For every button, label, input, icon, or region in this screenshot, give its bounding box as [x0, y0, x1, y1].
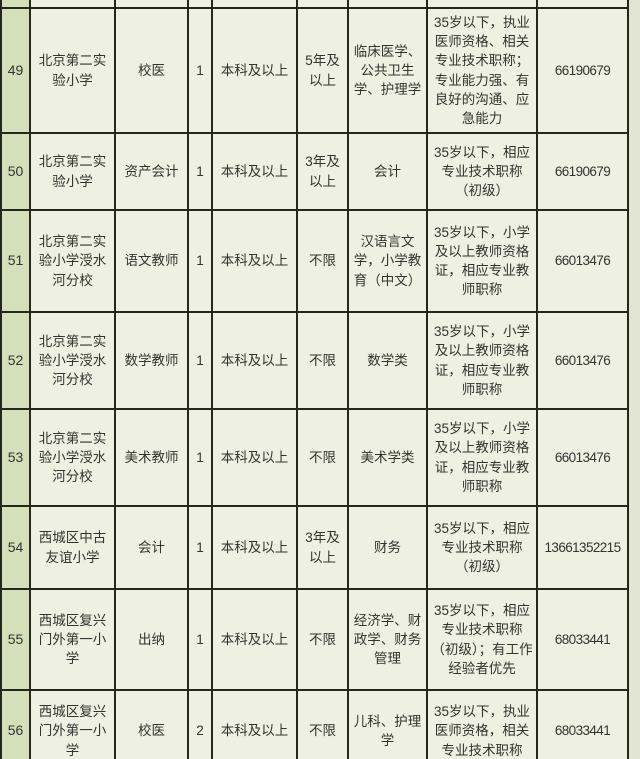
cell-major: 儿科、护理学 — [347, 689, 428, 759]
cell-phone: 66190679 — [536, 132, 629, 211]
table-row: 52 北京第二实验小学涭水河分校 数学教师 1 本科及以上 不限 数学类 35岁… — [0, 311, 629, 410]
cell-count: 1 — [187, 505, 213, 590]
cell-position: 数学教师 — [114, 311, 189, 410]
cell-count — [187, 0, 213, 9]
cell-experience — [296, 0, 349, 9]
cell-experience: 不限 — [296, 588, 349, 691]
cell-school: 西城区中古友谊小学 — [29, 505, 116, 590]
cell-num: 52 — [0, 311, 31, 410]
table-row: 56 西城区复兴门外第一小学 校医 2 本科及以上 不限 儿科、护理学 35岁以… — [0, 689, 629, 759]
cell-experience: 3年及以上 — [296, 132, 349, 211]
cell-education — [211, 0, 298, 9]
cell-school: 西城区复兴门外第一小学 — [29, 689, 116, 759]
cell-school: 北京第二实验小学 — [29, 132, 116, 211]
cell-requirements: 35岁以下，小学及以上教师资格证，相应专业教师职称 — [426, 408, 538, 507]
cell-count: 1 — [187, 7, 213, 134]
cell-count: 1 — [187, 588, 213, 691]
cell-experience: 不限 — [296, 311, 349, 410]
cell-education: 本科及以上 — [211, 311, 298, 410]
cell-requirements — [426, 0, 538, 9]
cell-phone: 68033441 — [536, 689, 629, 759]
cell-experience: 5年及以上 — [296, 7, 349, 134]
cell-requirements: 35岁以下，小学及以上教师资格证，相应专业教师职称 — [426, 311, 538, 410]
cell-experience: 不限 — [296, 408, 349, 507]
table-row: 51 北京第二实验小学涭水河分校 语文教师 1 本科及以上 不限 汉语言文学，小… — [0, 209, 629, 313]
cell-experience: 不限 — [296, 689, 349, 759]
cell-phone: 66013476 — [536, 209, 629, 313]
cell-phone: 66013476 — [536, 311, 629, 410]
cell-major: 经济学、财政学、财务管理 — [347, 588, 428, 691]
cell-phone: 68033441 — [536, 588, 629, 691]
cell-major: 汉语言文学，小学教育（中文） — [347, 209, 428, 313]
cell-num: 49 — [0, 7, 31, 134]
cell-major: 数学类 — [347, 311, 428, 410]
cell-major: 财务 — [347, 505, 428, 590]
cell-phone: 66013476 — [536, 408, 629, 507]
table-row: 49 北京第二实验小学 校医 1 本科及以上 5年及以上 临床医学、公共卫生学、… — [0, 7, 629, 134]
cell-school: 北京第二实验小学涭水河分校 — [29, 311, 116, 410]
cell-education: 本科及以上 — [211, 7, 298, 134]
cell-position: 语文教师 — [114, 209, 189, 313]
cell-num: 53 — [0, 408, 31, 507]
cell-count: 1 — [187, 209, 213, 313]
cell-position: 资产会计 — [114, 132, 189, 211]
cell-requirements: 35岁以下，相应专业技术职称（初级） — [426, 505, 538, 590]
cell-num: 54 — [0, 505, 31, 590]
cell-count: 1 — [187, 132, 213, 211]
table-row: 54 西城区中古友谊小学 会计 1 本科及以上 3年及以上 财务 35岁以下，相… — [0, 505, 629, 590]
cell-requirements: 35岁以下，相应专业技术职称（初级） — [426, 132, 538, 211]
cell-school: 西城区复兴门外第一小学 — [29, 588, 116, 691]
cell-count: 1 — [187, 408, 213, 507]
cell-num — [0, 0, 31, 9]
cell-education: 本科及以上 — [211, 505, 298, 590]
cell-position: 会计 — [114, 505, 189, 590]
cell-experience: 不限 — [296, 209, 349, 313]
cell-school: 北京第二实验小学涭水河分校 — [29, 408, 116, 507]
cell-school: 北京第二实验小学涭水河分校 — [29, 209, 116, 313]
cell-major: 会计 — [347, 132, 428, 211]
cell-requirements: 35岁以下，小学及以上教师资格证，相应专业教师职称 — [426, 209, 538, 313]
cell-num: 55 — [0, 588, 31, 691]
cell-education: 本科及以上 — [211, 209, 298, 313]
cell-school — [29, 0, 116, 9]
cell-requirements: 35岁以下，执业医师资格，相关专业技术职称 — [426, 689, 538, 759]
table-row: 55 西城区复兴门外第一小学 出纳 1 本科及以上 不限 经济学、财政学、财务管… — [0, 588, 629, 691]
cell-position: 出纳 — [114, 588, 189, 691]
cell-experience: 3年及以上 — [296, 505, 349, 590]
cell-num: 50 — [0, 132, 31, 211]
cell-position: 校医 — [114, 7, 189, 134]
cell-education: 本科及以上 — [211, 408, 298, 507]
table-row-cutoff — [0, 0, 629, 9]
cell-phone — [536, 0, 629, 9]
cell-phone: 13661352215 — [536, 505, 629, 590]
cell-major — [347, 0, 428, 9]
cell-count: 1 — [187, 311, 213, 410]
table-row: 53 北京第二实验小学涭水河分校 美术教师 1 本科及以上 不限 美术学类 35… — [0, 408, 629, 507]
table-row: 50 北京第二实验小学 资产会计 1 本科及以上 3年及以上 会计 35岁以下，… — [0, 132, 629, 211]
cell-education: 本科及以上 — [211, 689, 298, 759]
cell-education: 本科及以上 — [211, 132, 298, 211]
cell-position: 美术教师 — [114, 408, 189, 507]
cell-major: 临床医学、公共卫生学、护理学 — [347, 7, 428, 134]
cell-num: 51 — [0, 209, 31, 313]
cell-count: 2 — [187, 689, 213, 759]
cell-requirements: 35岁以下，相应专业技术职称（初级）；有工作经验者优先 — [426, 588, 538, 691]
cell-position — [114, 0, 189, 9]
cell-requirements: 35岁以下，执业医师资格、相关专业技术职称；专业能力强、有良好的沟通、应急能力 — [426, 7, 538, 134]
cell-school: 北京第二实验小学 — [29, 7, 116, 134]
cell-phone: 66190679 — [536, 7, 629, 134]
cell-education: 本科及以上 — [211, 588, 298, 691]
cell-position: 校医 — [114, 689, 189, 759]
cell-major: 美术学类 — [347, 408, 428, 507]
cell-num: 56 — [0, 689, 31, 759]
